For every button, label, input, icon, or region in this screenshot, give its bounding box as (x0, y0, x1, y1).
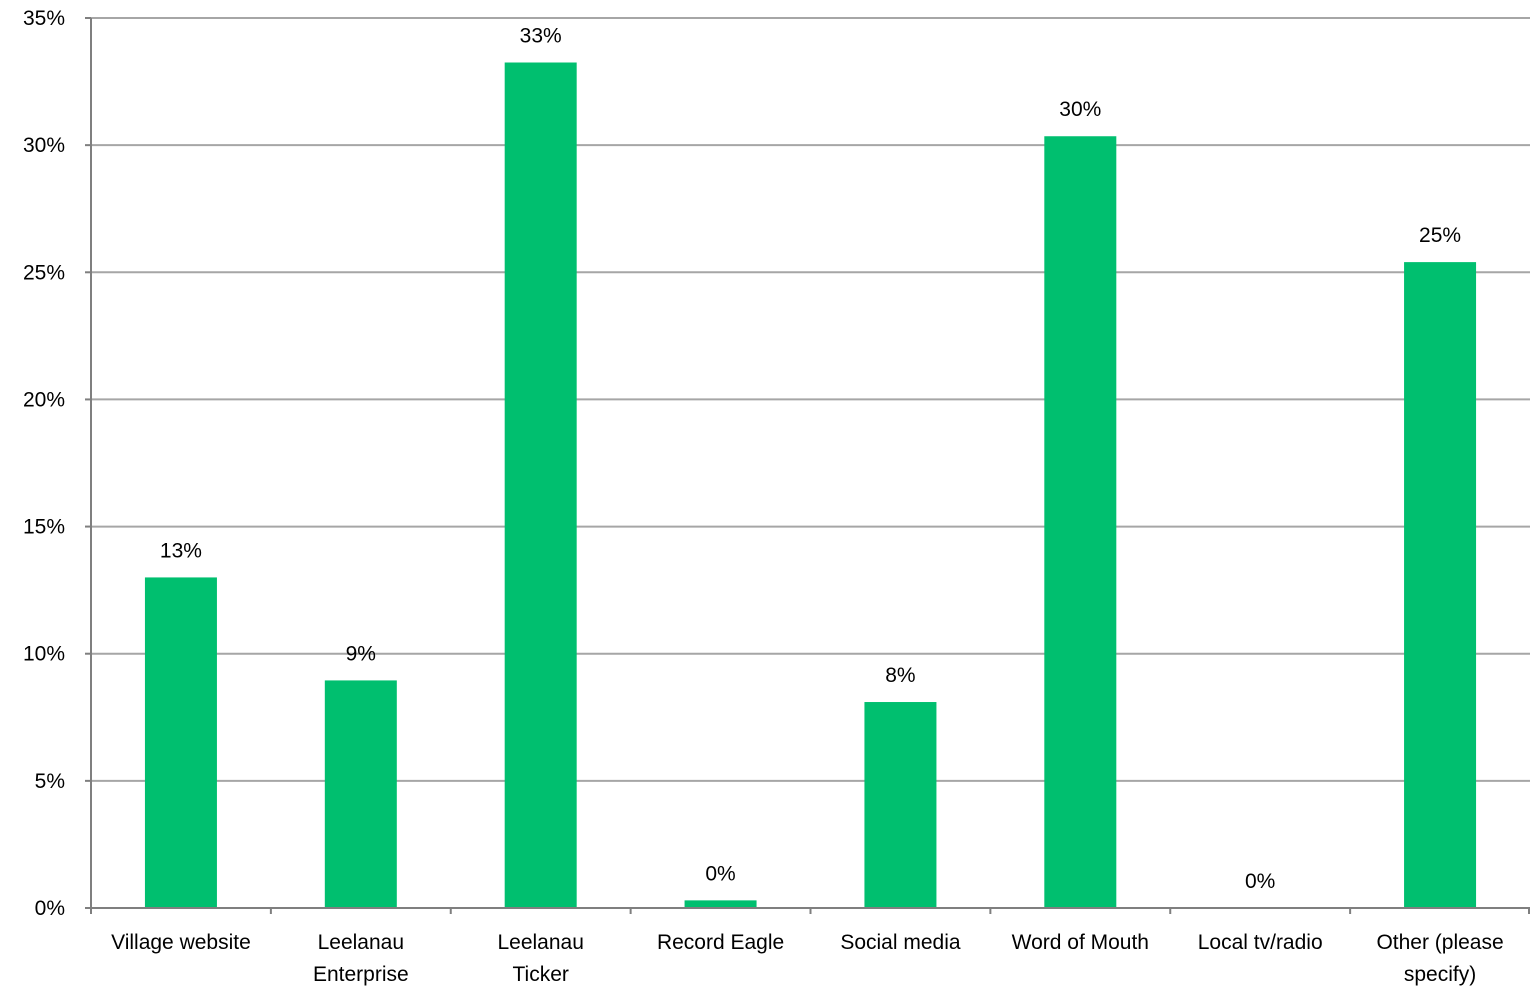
y-tick-label: 20% (23, 388, 65, 411)
bar (1044, 136, 1117, 908)
y-tick-label: 35% (23, 7, 65, 30)
x-category-label: Other (please (1376, 931, 1503, 954)
y-tick-label: 0% (35, 897, 65, 920)
x-category-label: Leelanau (318, 931, 404, 954)
data-label: 33% (520, 25, 562, 48)
y-tick-label: 5% (35, 770, 65, 793)
data-label: 0% (705, 862, 735, 885)
data-label: 30% (1059, 98, 1101, 121)
x-category-label: Enterprise (313, 963, 409, 986)
bar (144, 577, 217, 908)
x-category-label: Word of Mouth (1012, 931, 1149, 954)
x-category-label: Leelanau (497, 931, 583, 954)
bar (504, 62, 577, 908)
y-tick-label: 15% (23, 516, 65, 539)
x-category-label: Record Eagle (657, 931, 784, 954)
data-label: 9% (346, 642, 376, 665)
y-tick-label: 30% (23, 134, 65, 157)
gridlines (91, 17, 1530, 782)
bars (144, 62, 1477, 909)
bar (324, 680, 397, 908)
labels: 0% 5% 10% 15% 20% 25% 30% 35% 13% Village website… (23, 7, 1504, 986)
axes (85, 17, 1530, 914)
data-label: 8% (885, 664, 915, 687)
x-category-label: specify) (1404, 963, 1476, 986)
data-label: 25% (1419, 224, 1461, 247)
y-tick-label: 10% (23, 643, 65, 666)
y-tick-label: 25% (23, 261, 65, 284)
x-category-label: Ticker (512, 963, 568, 986)
data-label: 0% (1245, 870, 1275, 893)
bar (864, 702, 937, 908)
bar (1404, 262, 1477, 909)
x-category-label: Social media (840, 931, 961, 954)
x-category-label: Local tv/radio (1198, 931, 1323, 954)
bar (684, 900, 757, 908)
x-category-label: Village website (111, 931, 251, 954)
data-label: 13% (160, 539, 202, 562)
